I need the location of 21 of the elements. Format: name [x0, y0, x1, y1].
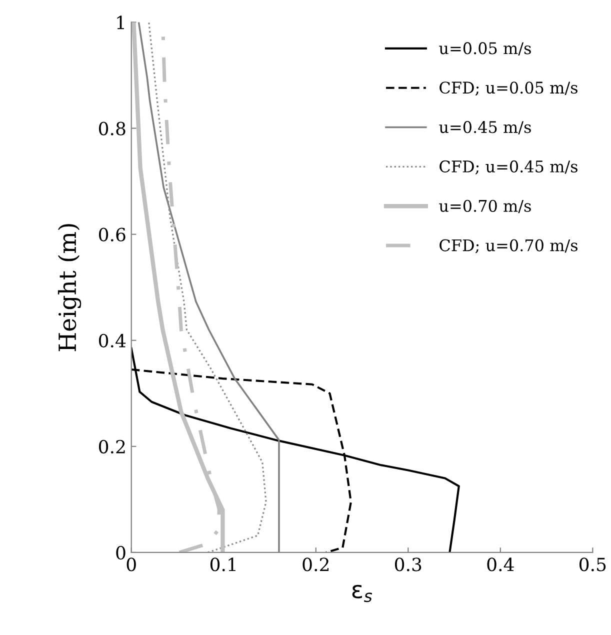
- y-tick-label: 0.6: [98, 228, 126, 242]
- x-tick-label: 0.2: [302, 558, 328, 572]
- legend-label: u=0.05 m/s: [439, 42, 531, 56]
- x-tick-label: 0.1: [210, 558, 236, 572]
- x-tick-label: 0.3: [394, 558, 422, 572]
- x-tick-label: 0: [126, 558, 136, 572]
- line-series: [131, 347, 460, 552]
- x-tick-label: 0.4: [487, 558, 514, 572]
- legend-label: CFD; u=0.70 m/s: [440, 239, 578, 254]
- y-axis-title: Height (m): [58, 224, 82, 352]
- x-axis-title: ε$_{s}$: [352, 584, 372, 602]
- y-tick-label: 0.8: [98, 122, 126, 136]
- y-tick-label: 1: [117, 16, 124, 30]
- legend-label: u=0.70 m/s: [439, 200, 531, 214]
- legend-label: CFD; u=0.45 m/s: [440, 160, 578, 174]
- y-tick-label: 0: [116, 546, 126, 560]
- y-tick-label: 0.2: [98, 440, 125, 454]
- legend-label: u=0.45 m/s: [439, 121, 531, 134]
- legend-label: CFD; u=0.05 m/s: [440, 82, 578, 96]
- x-tick-label: 0.5: [580, 558, 606, 572]
- y-tick-label: 0.4: [98, 334, 126, 348]
